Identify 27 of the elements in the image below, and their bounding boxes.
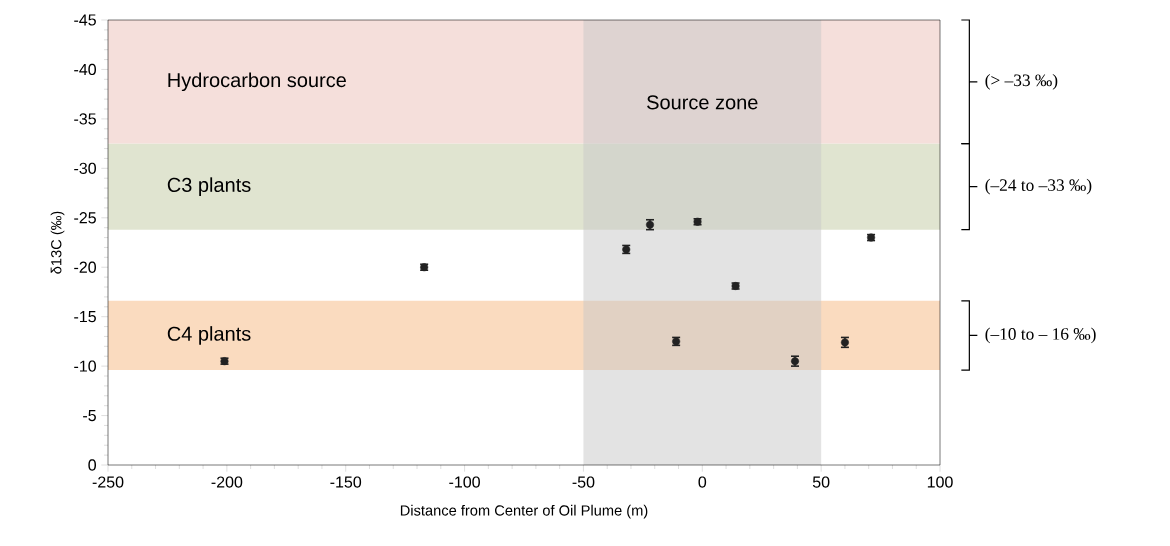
y-tick-label: 0 <box>88 459 97 471</box>
x-tick-label: 100 <box>927 476 953 488</box>
text: (–10 to – 16 ‰) <box>985 327 1096 344</box>
band-label: C3 plants <box>167 177 251 196</box>
band-label: Hydrocarbon source <box>168 72 346 92</box>
band-label: C4 plants <box>167 326 251 345</box>
x-tick-label: -100 <box>449 476 480 488</box>
band-label: Source zone <box>647 95 758 110</box>
y-tick-label: -40 <box>74 63 96 76</box>
x-tick-label: 50 <box>812 476 830 488</box>
text: (–24 to –33 ‰) <box>985 178 1092 195</box>
x-tick-label: 0 <box>698 476 707 488</box>
text: (> –33 ‰) <box>985 73 1058 90</box>
y-tick-label: -10 <box>74 360 96 372</box>
x-tick-label: -50 <box>572 476 595 488</box>
y-tick-label: -30 <box>74 162 96 174</box>
y-tick-label: -5 <box>83 409 96 422</box>
y-tick-label: -15 <box>74 311 96 323</box>
y-tick-label: -45 <box>74 14 96 26</box>
y-tick-label: -20 <box>74 261 96 273</box>
y-axis-title: δ13C (‰) <box>50 211 65 274</box>
x-tick-label: -150 <box>330 476 362 488</box>
y-tick-label: -35 <box>74 113 96 125</box>
x-tick-label: -200 <box>211 476 243 488</box>
x-axis-title: Distance from Center of Oil Plume (m) <box>400 504 648 519</box>
y-tick-label: -25 <box>74 212 96 224</box>
x-tick-label: -250 <box>92 476 124 488</box>
